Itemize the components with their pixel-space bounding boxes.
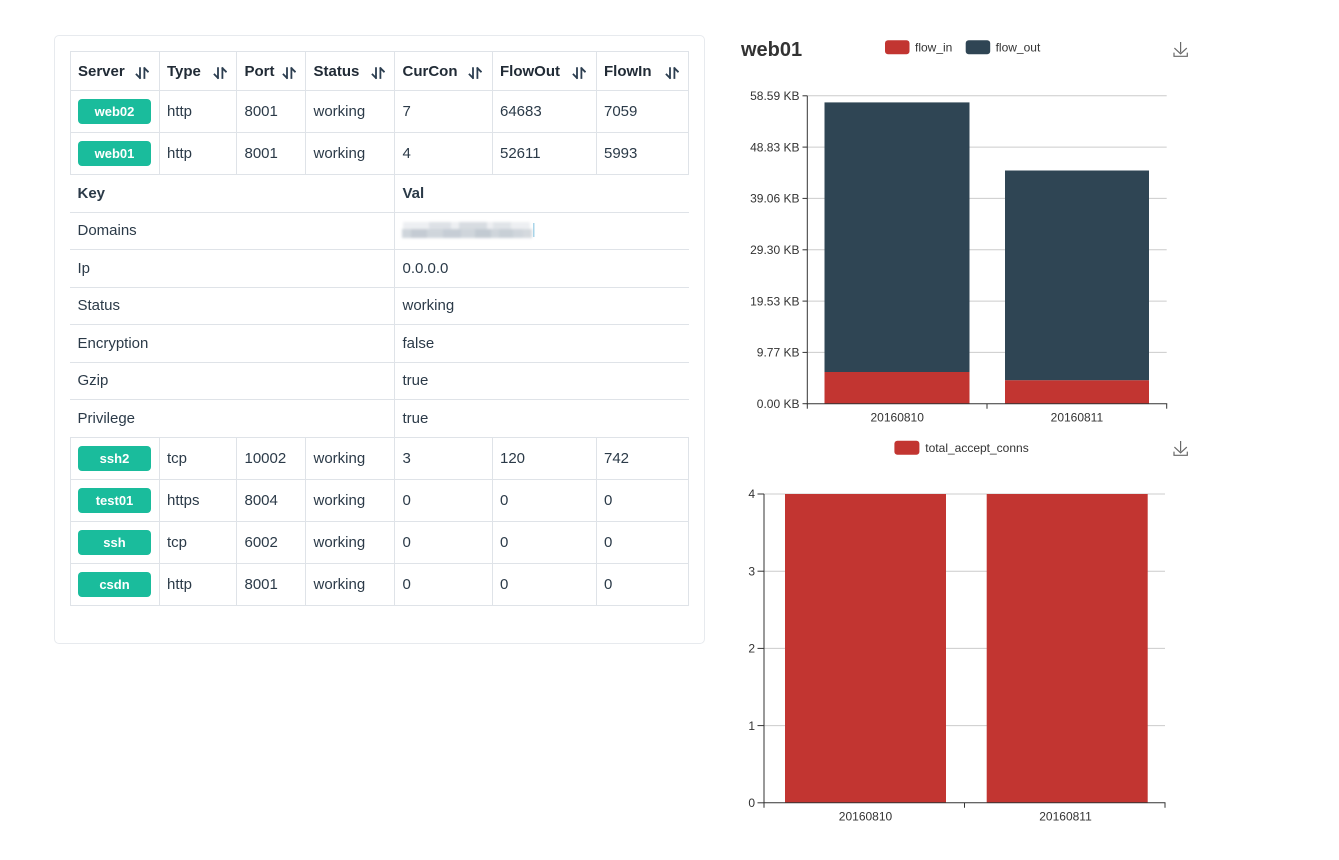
svg-text:9.77 KB: 9.77 KB [757, 346, 800, 360]
svg-text:20160810: 20160810 [871, 411, 925, 425]
svg-text:total_accept_conns: total_accept_conns [925, 441, 1028, 455]
svg-text:20160811: 20160811 [1039, 810, 1092, 824]
svg-text:29.30 KB: 29.30 KB [750, 243, 799, 257]
svg-text:1: 1 [748, 719, 755, 733]
svg-text:0.00 KB: 0.00 KB [757, 397, 800, 411]
svg-text:0: 0 [748, 796, 755, 810]
svg-text:3: 3 [748, 564, 755, 578]
svg-text:48.83 KB: 48.83 KB [750, 140, 799, 154]
svg-text:flow_out: flow_out [996, 41, 1041, 55]
svg-text:39.06 KB: 39.06 KB [750, 192, 799, 206]
svg-text:20160810: 20160810 [839, 810, 893, 824]
svg-text:19.53 KB: 19.53 KB [750, 294, 799, 308]
svg-text:web01: web01 [740, 39, 802, 61]
svg-text:2: 2 [748, 642, 755, 656]
svg-text:4: 4 [748, 487, 755, 501]
svg-text:flow_in: flow_in [915, 41, 952, 55]
svg-text:58.59 KB: 58.59 KB [750, 89, 799, 103]
svg-text:20160811: 20160811 [1051, 411, 1104, 425]
